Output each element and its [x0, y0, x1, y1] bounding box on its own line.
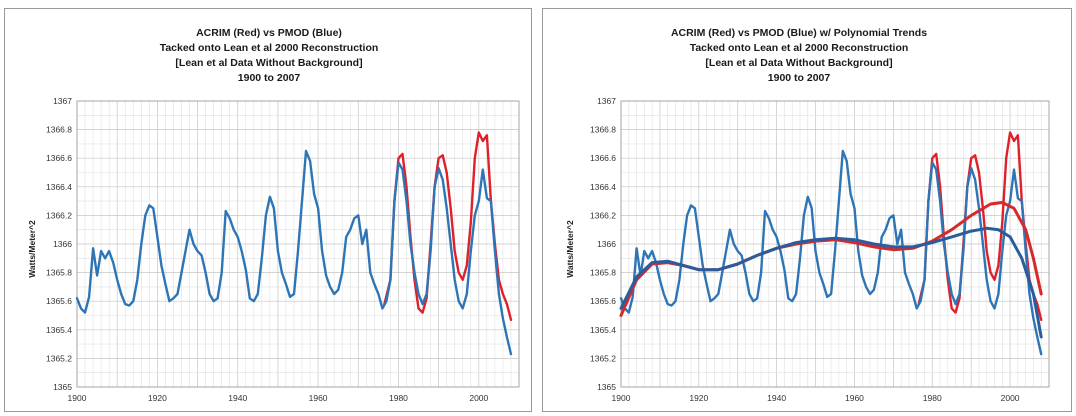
y-tick-label: 1365.8: [46, 268, 72, 278]
y-axis-label: Watts/Meter^2: [565, 220, 575, 278]
chart-title-line-2: Tacked onto Lean et al 2000 Reconstructi…: [160, 42, 379, 54]
y-tick-label: 1365: [53, 382, 72, 392]
grid: [76, 100, 520, 388]
chart-title-line-1: ACRIM (Red) vs PMOD (Blue) w/ Polynomial…: [671, 27, 927, 39]
y-tick-label: 1366.2: [590, 210, 616, 220]
chart-title-line-2: Tacked onto Lean et al 2000 Reconstructi…: [690, 42, 909, 54]
x-tick-label: 1920: [689, 393, 708, 403]
y-tick-label: 1365.4: [46, 325, 72, 335]
y-tick-label: 1365.6: [46, 296, 72, 306]
y-tick-label: 1366.6: [590, 153, 616, 163]
y-tick-label: 1366: [597, 239, 616, 249]
x-tick-label: 1960: [309, 393, 328, 403]
y-tick-label: 1367: [597, 96, 616, 106]
y-tick-label: 1366.8: [590, 125, 616, 135]
y-tick-label: 1365: [597, 382, 616, 392]
y-tick-label: 1366.4: [46, 182, 72, 192]
y-tick-label: 1365.4: [590, 325, 616, 335]
chart-title-line-3: [Lean et al Data Without Background]: [705, 57, 892, 69]
y-tick-label: 1365.2: [590, 353, 616, 363]
chart-panel-left: ACRIM (Red) vs PMOD (Blue) Tacked onto L…: [4, 8, 532, 412]
grid: [620, 100, 1050, 388]
series-line-pmod: [75, 149, 513, 356]
chart-panel-right: ACRIM (Red) vs PMOD (Blue) w/ Polynomial…: [542, 8, 1072, 412]
y-tick-label: 1366: [53, 239, 72, 249]
y-tick-label: 1365.2: [46, 353, 72, 363]
x-tick-label: 1900: [68, 393, 87, 403]
y-tick-label: 1366.6: [46, 153, 72, 163]
y-tick-label: 1366.2: [46, 210, 72, 220]
y-tick-label: 1366.4: [590, 182, 616, 192]
x-tick-label: 2000: [1001, 393, 1020, 403]
y-tick-label: 1367: [53, 96, 72, 106]
plot-frame: [76, 100, 520, 388]
series-line-pmod: [619, 149, 1043, 356]
x-tick-label: 1900: [612, 393, 631, 403]
series-line-pmod-polynomial-trend: [619, 226, 1043, 339]
y-axis-label: Watts/Meter^2: [27, 220, 37, 278]
chart-title-line-4: 1900 to 2007: [768, 72, 831, 84]
x-tick-label: 1960: [845, 393, 864, 403]
y-tick-label: 1366.8: [46, 125, 72, 135]
chart-title-line-1: ACRIM (Red) vs PMOD (Blue): [196, 27, 342, 39]
chart-title-line-4: 1900 to 2007: [238, 72, 301, 84]
y-tick-label: 1365.6: [590, 296, 616, 306]
x-tick-label: 1980: [389, 393, 408, 403]
x-tick-label: 2000: [469, 393, 488, 403]
series-line-acrim: [383, 131, 513, 321]
series-line-acrim: [917, 131, 1043, 321]
chart-left: ACRIM (Red) vs PMOD (Blue) Tacked onto L…: [27, 27, 520, 403]
y-tick-label: 1365.8: [590, 268, 616, 278]
x-tick-label: 1980: [923, 393, 942, 403]
chart-title-line-3: [Lean et al Data Without Background]: [175, 57, 362, 69]
x-tick-label: 1940: [228, 393, 247, 403]
plot-frame: [620, 100, 1050, 388]
chart-right: ACRIM (Red) vs PMOD (Blue) w/ Polynomial…: [565, 27, 1050, 403]
x-tick-label: 1940: [767, 393, 786, 403]
x-tick-label: 1920: [148, 393, 167, 403]
